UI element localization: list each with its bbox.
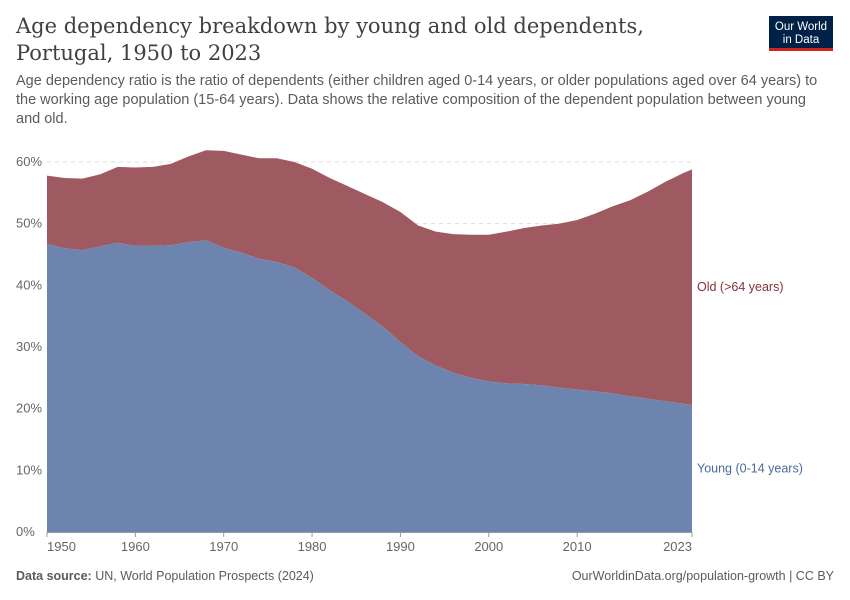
chart-areas	[47, 150, 692, 532]
logo-accent-bar	[769, 48, 833, 51]
x-tick-label: 1960	[121, 539, 150, 554]
chart-subtitle: Age dependency ratio is the ratio of dep…	[16, 73, 818, 127]
owid-logo[interactable]: Our World in Data	[769, 16, 833, 51]
logo-line-2: in Data	[782, 34, 820, 46]
x-tick-label: 2000	[474, 539, 503, 554]
series-label-young: Young (0-14 years)	[697, 461, 803, 475]
footer-source: Data source: UN, World Population Prospe…	[16, 569, 314, 583]
y-tick-label: 0%	[16, 524, 35, 539]
y-tick-label: 60%	[16, 154, 42, 169]
x-tick-label: 2010	[563, 539, 592, 554]
x-tick-label: 1990	[386, 539, 415, 554]
x-tick-label: 1980	[298, 539, 327, 554]
y-tick-label: 20%	[16, 401, 42, 416]
source-text: UN, World Population Prospects (2024)	[95, 569, 314, 583]
x-tick-label: 1950	[47, 539, 76, 554]
series-area-young	[47, 240, 692, 532]
y-tick-label: 40%	[16, 277, 42, 292]
chart-title: Age dependency breakdown by young and ol…	[16, 14, 644, 65]
x-tick-label: 1970	[209, 539, 238, 554]
source-label: Data source:	[16, 569, 92, 583]
axes: 0% 10% 20% 30% 40% 50% 60% 1950 1960 1970 1980 1990…	[16, 154, 693, 554]
series-area-old	[47, 150, 692, 405]
y-tick-label: 50%	[16, 216, 42, 231]
logo-line-1: Our World	[774, 21, 828, 33]
x-tick-label: 2023	[663, 539, 692, 554]
series-label-old: Old (>64 years)	[697, 280, 784, 294]
y-tick-label: 10%	[16, 462, 42, 477]
y-tick-label: 30%	[16, 339, 42, 354]
series-labels: Old (>64 years) Young (0-14 years)	[697, 280, 803, 475]
footer-credit[interactable]: OurWorldinData.org/population-growth | C…	[571, 569, 834, 583]
